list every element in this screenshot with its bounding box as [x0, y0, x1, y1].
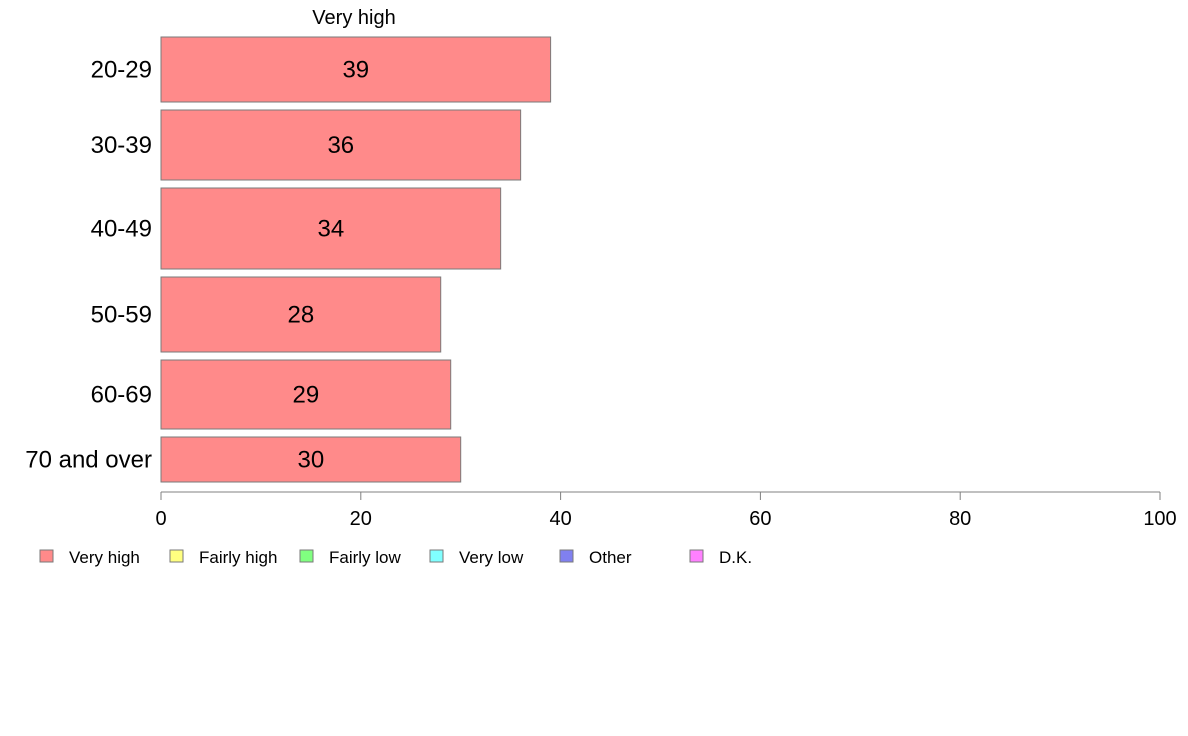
bar: [160, 276, 442, 353]
legend-swatch: [299, 549, 314, 563]
legend-label: Very low: [459, 548, 524, 567]
legend-label: Fairly high: [199, 548, 277, 567]
category-label: 40-49: [91, 216, 152, 243]
legend-label: Fairly low: [329, 548, 402, 567]
category-labels: 20-29 30-39 40-49 50-59 60-69 70 and over: [25, 57, 152, 474]
bar: [160, 187, 502, 270]
category-label: 20-29: [91, 57, 152, 84]
bar-value-label: 29: [293, 382, 320, 409]
bar-value-label: 30: [297, 447, 324, 474]
bar-value-label: 39: [342, 57, 369, 84]
x-tick-label: 80: [949, 508, 971, 530]
legend-swatch: [559, 549, 574, 563]
category-label: 60-69: [91, 382, 152, 409]
legend-swatch: [689, 549, 704, 563]
bar: [160, 109, 522, 181]
legend-label: Other: [589, 548, 632, 567]
category-label: 30-39: [91, 132, 152, 159]
bar: [160, 36, 552, 103]
bar-value-label: 36: [327, 132, 354, 159]
bar-value-label: 34: [317, 216, 344, 243]
legend: Very high Fairly high Fairly low Very low Ot…: [39, 548, 752, 567]
legend-swatch: [169, 549, 184, 563]
legend-swatch: [429, 549, 444, 563]
bar: [160, 359, 452, 430]
category-label: 50-59: [91, 302, 152, 329]
x-tick-label: 40: [549, 508, 571, 530]
category-label: 70 and over: [25, 447, 152, 474]
x-axis: 0 20 40 60 80 100: [155, 491, 1177, 530]
x-tick-label: 60: [749, 508, 771, 530]
x-tick-label: 20: [350, 508, 372, 530]
column-label: Very high: [312, 7, 395, 29]
bar: [160, 436, 462, 483]
bar-value-label: 28: [288, 302, 315, 329]
bars-group: 39 36 34 28 29 30: [160, 36, 552, 483]
legend-label: Very high: [69, 548, 140, 567]
legend-label: D.K.: [719, 548, 752, 567]
x-tick-label: 0: [155, 508, 166, 530]
x-tick-label: 100: [1143, 508, 1176, 530]
legend-swatch: [39, 549, 54, 563]
